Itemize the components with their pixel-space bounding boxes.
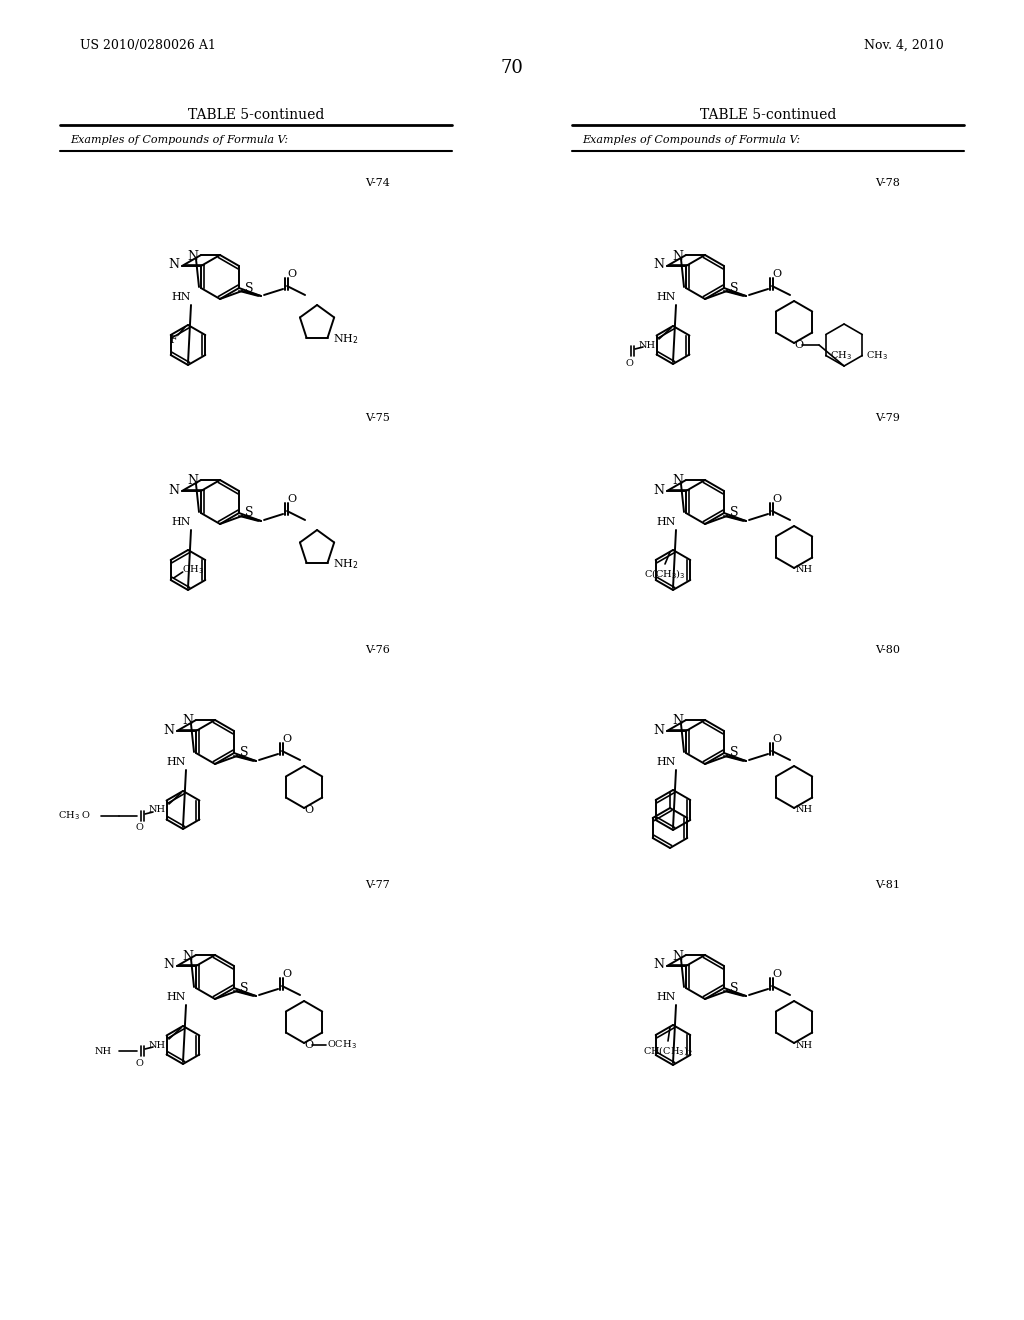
Text: NH: NH [148, 805, 166, 814]
Text: N: N [653, 723, 665, 737]
Text: N: N [673, 949, 683, 962]
Text: F: F [169, 335, 177, 345]
Text: O: O [283, 734, 292, 744]
Text: NH: NH [796, 1040, 813, 1049]
Text: O: O [304, 805, 313, 814]
Text: O: O [288, 269, 297, 279]
Text: OCH$_3$: OCH$_3$ [327, 1039, 357, 1052]
Text: V-81: V-81 [874, 880, 900, 890]
Text: 70: 70 [501, 59, 523, 77]
Text: N: N [168, 259, 179, 272]
Text: O: O [283, 969, 292, 979]
Text: HN: HN [656, 517, 676, 527]
Text: O: O [135, 1059, 143, 1068]
Text: V-75: V-75 [366, 413, 390, 422]
Text: V-77: V-77 [366, 880, 390, 890]
Text: O: O [135, 824, 143, 833]
Text: NH: NH [638, 341, 655, 350]
Text: N: N [164, 958, 174, 972]
Text: N: N [653, 958, 665, 972]
Text: O: O [772, 969, 781, 979]
Text: O: O [795, 341, 804, 350]
Text: CH(CH$_3$)$_2$: CH(CH$_3$)$_2$ [643, 1044, 693, 1057]
Text: C(CH$_3$)$_3$: C(CH$_3$)$_3$ [644, 568, 686, 581]
Text: CH$_3$: CH$_3$ [58, 809, 80, 822]
Text: HN: HN [166, 756, 185, 767]
Text: N: N [653, 483, 665, 496]
Text: NH: NH [796, 565, 813, 574]
Text: N: N [187, 474, 199, 487]
Text: S: S [245, 281, 253, 294]
Text: S: S [730, 507, 738, 520]
Text: S: S [730, 281, 738, 294]
Text: O: O [625, 359, 633, 367]
Text: HN: HN [656, 756, 676, 767]
Text: V-79: V-79 [876, 413, 900, 422]
Text: V-80: V-80 [874, 645, 900, 655]
Text: N: N [673, 474, 683, 487]
Text: O: O [772, 269, 781, 279]
Text: TABLE 5-continued: TABLE 5-continued [187, 108, 325, 121]
Text: NH: NH [148, 1040, 166, 1049]
Text: CH$_3$: CH$_3$ [829, 348, 852, 362]
Text: HN: HN [656, 292, 676, 302]
Text: N: N [673, 249, 683, 263]
Text: Examples of Compounds of Formula V:: Examples of Compounds of Formula V: [70, 135, 288, 145]
Text: O: O [772, 494, 781, 504]
Text: O: O [772, 734, 781, 744]
Text: HN: HN [166, 993, 185, 1002]
Text: O: O [81, 812, 89, 821]
Text: O: O [288, 494, 297, 504]
Text: US 2010/0280026 A1: US 2010/0280026 A1 [80, 38, 216, 51]
Text: S: S [730, 982, 738, 994]
Text: S: S [730, 747, 738, 759]
Text: N: N [653, 259, 665, 272]
Text: V-78: V-78 [876, 178, 900, 187]
Text: N: N [182, 714, 194, 727]
Text: O: O [304, 1040, 313, 1049]
Text: HN: HN [171, 517, 190, 527]
Text: NH$_2$: NH$_2$ [333, 333, 358, 346]
Text: N: N [168, 483, 179, 496]
Text: S: S [245, 507, 253, 520]
Text: NH: NH [796, 805, 813, 814]
Text: Examples of Compounds of Formula V:: Examples of Compounds of Formula V: [582, 135, 800, 145]
Text: NH: NH [94, 1047, 112, 1056]
Text: HN: HN [656, 993, 676, 1002]
Text: NH$_2$: NH$_2$ [333, 557, 358, 572]
Text: N: N [182, 949, 194, 962]
Text: CH$_3$: CH$_3$ [182, 564, 204, 577]
Text: N: N [673, 714, 683, 727]
Text: V-76: V-76 [366, 645, 390, 655]
Text: HN: HN [171, 292, 190, 302]
Text: S: S [240, 982, 248, 994]
Text: N: N [164, 723, 174, 737]
Text: Nov. 4, 2010: Nov. 4, 2010 [864, 38, 944, 51]
Text: CH$_3$: CH$_3$ [866, 348, 888, 362]
Text: V-74: V-74 [366, 178, 390, 187]
Text: S: S [240, 747, 248, 759]
Text: N: N [187, 249, 199, 263]
Text: TABLE 5-continued: TABLE 5-continued [699, 108, 837, 121]
